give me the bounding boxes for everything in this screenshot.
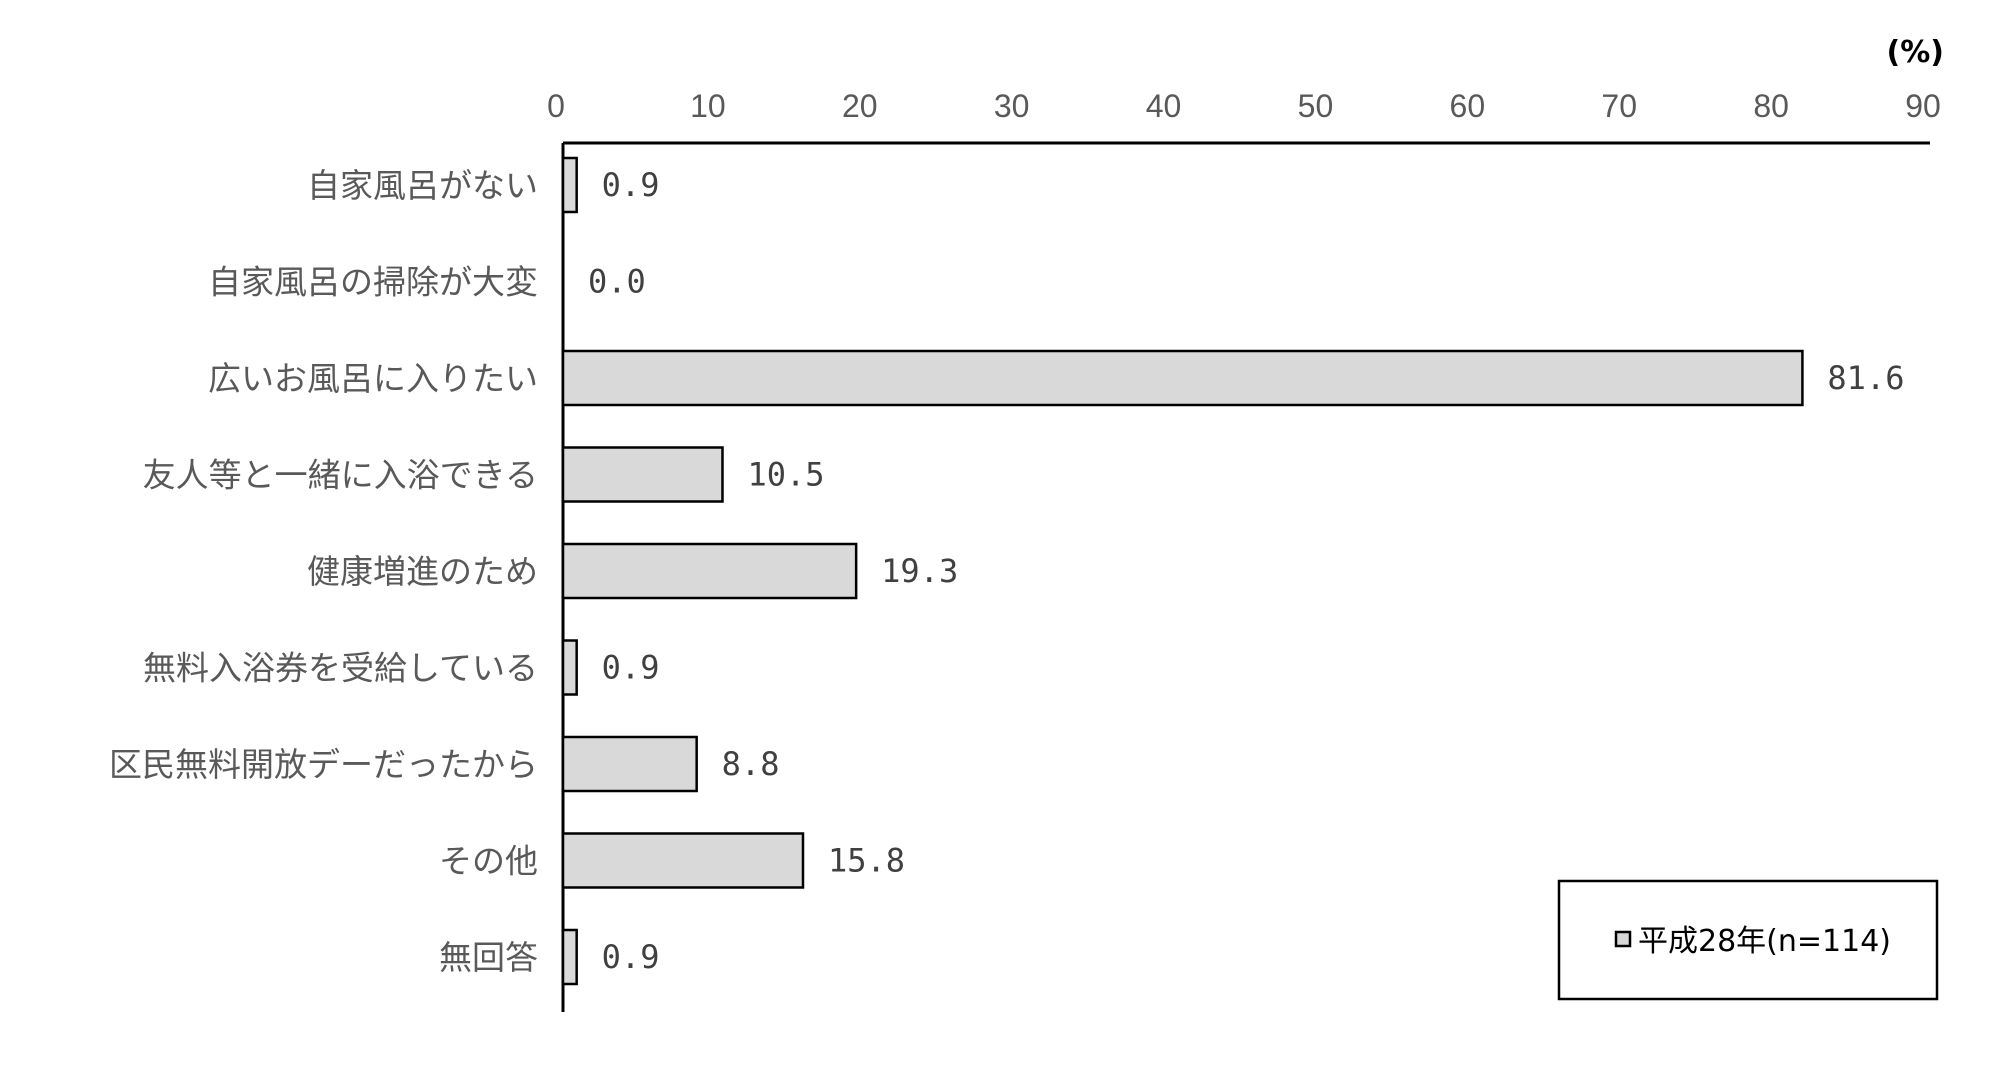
category-label: 健康増進のため [307, 552, 538, 591]
x-tick-label: 10 [690, 88, 726, 124]
data-labels: 0.9 0.0 81.6 10.5 19.3 0.9 8.8 15.8 0.9 [588, 166, 1904, 976]
category-label: 自家風呂の掃除が大変 [208, 263, 538, 302]
legend-swatch [1614, 930, 1632, 948]
bar [561, 156, 578, 214]
x-tick-label: 0 [547, 88, 565, 124]
bar [561, 542, 858, 600]
unit-label: (%) [1887, 35, 1944, 70]
x-tick-label: 70 [1601, 88, 1637, 124]
bar [561, 446, 724, 503]
data-label: 0.0 [588, 263, 646, 301]
x-axis-ticks: 0 10 20 30 40 50 60 70 80 90 [547, 88, 1941, 124]
category-label: 友人等と一緒に入浴できる [143, 456, 538, 495]
x-tick-label: 20 [842, 88, 878, 124]
category-label: 広いお風呂に入りたい [208, 359, 538, 398]
x-tick-label: 90 [1905, 88, 1941, 124]
x-tick-label: 30 [994, 88, 1030, 124]
data-label: 8.8 [722, 745, 780, 783]
category-label: 無料入浴券を受給している [143, 649, 538, 688]
category-label: 自家風呂がない [307, 166, 538, 205]
x-tick-label: 60 [1450, 88, 1486, 124]
data-label: 10.5 [747, 456, 824, 494]
data-label: 15.8 [828, 842, 905, 880]
bars [561, 156, 1804, 986]
legend: 平成28年(n=114) [1557, 879, 1939, 1001]
category-label: 区民無料開放デーだったから [109, 745, 538, 784]
bar [561, 735, 698, 793]
data-label: 0.9 [602, 649, 660, 687]
bar [561, 639, 578, 696]
data-label: 0.9 [602, 938, 660, 976]
x-tick-label: 80 [1753, 88, 1789, 124]
x-tick-label: 40 [1146, 88, 1182, 124]
legend-label: 平成28年(n=114) [1638, 924, 1891, 959]
data-label: 81.6 [1827, 359, 1904, 397]
x-tick-label: 50 [1298, 88, 1334, 124]
category-labels: 自家風呂がない自家風呂の掃除が大変広いお風呂に入りたい友人等と一緒に入浴できる健… [109, 166, 538, 977]
data-label: 0.9 [602, 166, 660, 204]
data-label: 19.3 [881, 552, 958, 590]
bar [561, 928, 578, 986]
bar [561, 349, 1804, 407]
bar [561, 832, 805, 889]
category-label: その他 [439, 842, 538, 881]
category-label: 無回答 [439, 938, 538, 977]
